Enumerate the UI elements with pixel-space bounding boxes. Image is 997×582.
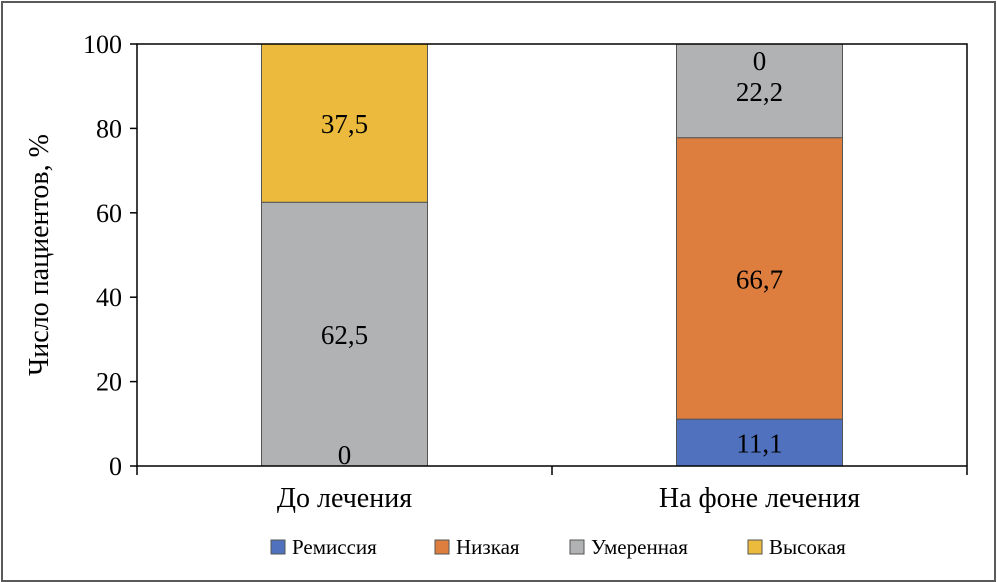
legend-swatch <box>747 539 763 555</box>
bar-segment <box>676 43 843 139</box>
data-label: 66,7 <box>736 264 783 294</box>
y-tick-label: 40 <box>96 283 122 312</box>
data-label: 62,5 <box>321 320 368 350</box>
bar-segment <box>676 137 843 420</box>
y-tick-label: 100 <box>83 30 122 59</box>
legend-swatch <box>270 539 286 555</box>
y-tick-label: 80 <box>96 114 122 143</box>
legend-label: Ремиссия <box>292 535 377 559</box>
y-axis-title: Число пациентов, % <box>24 134 55 376</box>
y-tick-label: 60 <box>96 199 122 228</box>
y-tick-label: 20 <box>96 368 122 397</box>
bar-segment <box>676 418 843 467</box>
legend-label: Высокая <box>769 535 846 559</box>
x-tick-label: На фоне лечения <box>659 483 860 514</box>
data-label: 0 <box>753 46 767 76</box>
y-tick-label: 0 <box>109 452 122 481</box>
bar-segment <box>261 201 428 467</box>
legend-swatch <box>434 539 450 555</box>
x-tick-label: До лечения <box>277 483 412 514</box>
bars-group <box>261 43 843 467</box>
plot-border <box>136 43 968 466</box>
data-label: 11,1 <box>736 429 782 459</box>
legend-label: Умеренная <box>591 535 688 559</box>
data-label: 22,2 <box>736 77 783 107</box>
data-label: 37,5 <box>321 109 368 139</box>
axes-group <box>130 43 968 475</box>
legend: Ремиссия Низкая Умеренная Высокая <box>270 535 846 559</box>
legend-label: Низкая <box>456 535 520 559</box>
data-label: 0 <box>338 440 352 470</box>
legend-swatch <box>569 539 585 555</box>
